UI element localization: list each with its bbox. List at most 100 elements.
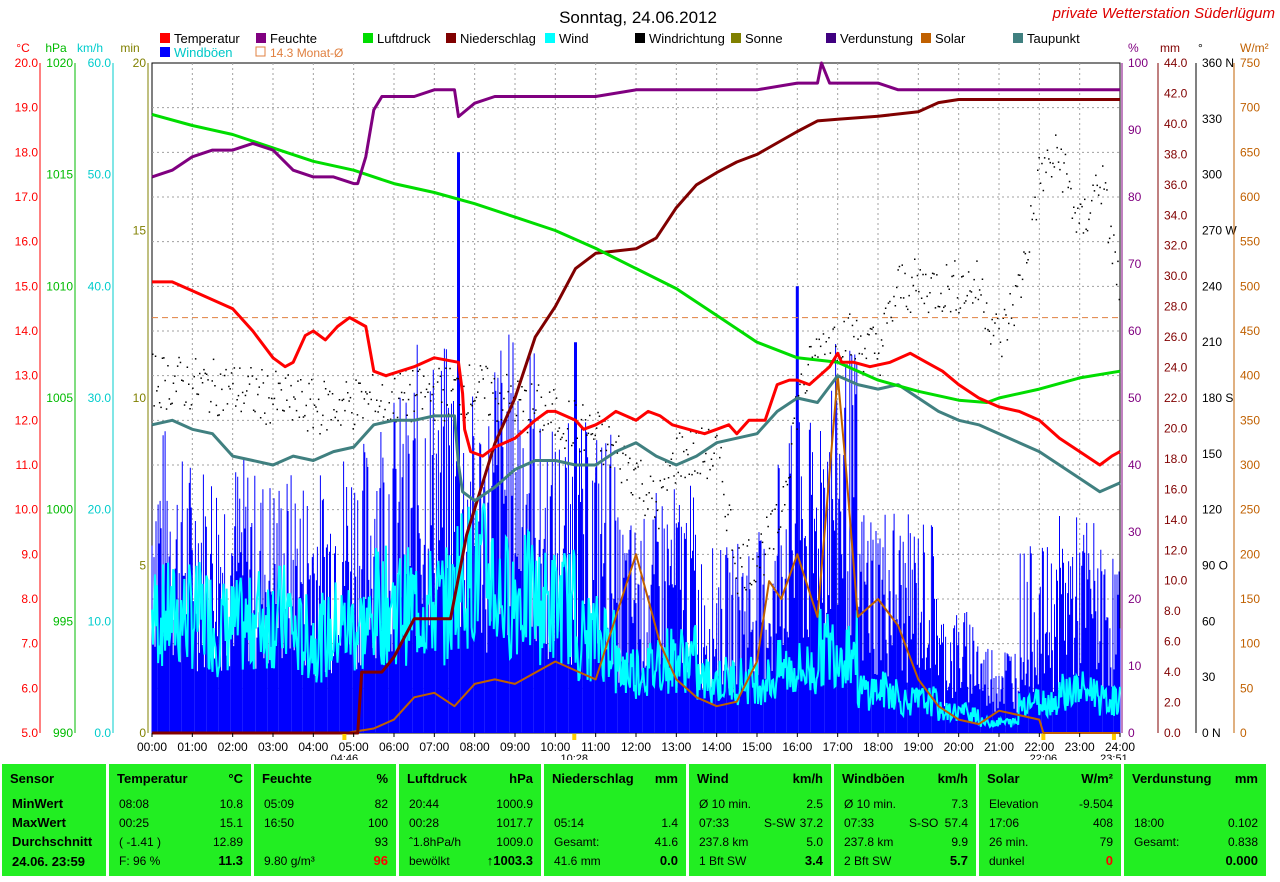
winddir-dot [467, 412, 469, 414]
winddir-dot [900, 297, 902, 299]
winddir-dot [548, 391, 551, 393]
summary-verdunstung: Verdunstung mm 18:00 0.102 Gesamt: 0.838… [1124, 764, 1266, 876]
winddir-dot [1100, 202, 1103, 205]
rain-total-label: Gesamt: [554, 835, 600, 849]
winddir-dot [330, 419, 332, 421]
legend-label: Windrichtung [649, 31, 725, 46]
winddir-dot [772, 548, 775, 550]
winddir-dot [506, 373, 508, 376]
winddir-dot [223, 374, 226, 377]
winddir-dot [251, 375, 254, 377]
winddir-dot [188, 383, 190, 385]
winddir-dot [452, 388, 454, 391]
winddir-dot [1084, 198, 1086, 201]
winddir-dot [731, 549, 733, 551]
winddir-dot [829, 352, 832, 354]
legend-label: Luftdruck [377, 31, 431, 46]
winddir-dot [309, 398, 312, 400]
right-axis-tick: 36.0 [1164, 178, 1188, 192]
winddir-dot [937, 305, 939, 308]
series-feuchte [151, 61, 1120, 186]
winddir-dot [499, 392, 501, 394]
winddir-dot [417, 370, 419, 372]
solar-header: Solar [987, 771, 1020, 786]
winddir-dot [714, 436, 717, 438]
right-axis-tick: 0 N [1202, 726, 1221, 740]
winddir-dot [337, 419, 339, 422]
winddir-dot [857, 338, 859, 340]
winddir-dot [930, 277, 932, 279]
summary-temperatur: Temperatur °C 08:08 10.8 00:25 15.1 ( -1… [109, 764, 251, 876]
winddir-dot [445, 367, 447, 369]
right-axis-tick: 40 [1128, 458, 1142, 472]
winddir-dot [460, 413, 462, 415]
winddir-dot [470, 403, 472, 406]
winddir-dot [882, 345, 884, 347]
legend-swatch [731, 33, 741, 43]
winddir-dot [183, 404, 186, 406]
winddir-dot [518, 399, 520, 401]
winddir-dot [488, 414, 490, 416]
winddir-dot [1099, 186, 1101, 189]
gust-avg-label: Ø 10 min. [844, 797, 897, 811]
solar-current-value: 0 [1105, 853, 1113, 868]
winddir-dot [517, 380, 519, 382]
winddir-dot [179, 361, 182, 364]
winddir-dot [1111, 262, 1114, 265]
gust-beaufort: 2 Bft SW [844, 854, 892, 868]
winddir-dot [706, 477, 708, 480]
legend-swatch [826, 33, 836, 43]
winddir-dot [500, 418, 502, 421]
winddir-dot [983, 311, 985, 313]
winddir-dot [683, 450, 685, 453]
winddir-dot [547, 423, 549, 425]
winddir-dot [833, 326, 836, 329]
winddir-dot [1107, 241, 1110, 244]
winddir-dot [434, 419, 436, 422]
winddir-dot [237, 394, 240, 397]
winddir-dot [236, 399, 238, 401]
winddir-dot [961, 276, 963, 278]
winddir-dot [638, 497, 641, 499]
right-axis-tick: 8.0 [1164, 604, 1181, 618]
winddir-dot [244, 394, 247, 397]
winddir-dot [360, 390, 363, 393]
winddir-dot [158, 402, 161, 404]
left-axis-unit: °C [16, 41, 30, 55]
winddir-dot [951, 275, 953, 278]
winddir-dot [371, 374, 374, 376]
winddir-dot [205, 373, 208, 375]
gust-max-value: 57.4 [944, 816, 968, 830]
winddir-dot [200, 377, 202, 379]
temp-current-humidity: F: 96 % [119, 854, 161, 868]
right-axis-tick: 150 [1202, 447, 1222, 461]
winddir-dot [153, 405, 155, 407]
winddir-dot [457, 378, 460, 380]
winddir-dot [669, 465, 671, 467]
wind-avg-value: 2.5 [806, 797, 823, 811]
winddir-dot [631, 494, 634, 496]
winddir-dot [977, 298, 980, 301]
x-tick-label: 18:00 [863, 740, 893, 754]
winddir-dot [279, 382, 281, 385]
winddir-dot [766, 516, 768, 518]
winddir-dot [283, 410, 285, 412]
winddir-dot [1093, 190, 1096, 192]
left-axis-tick: 5 [139, 559, 146, 573]
left-axis-tick: 15 [133, 224, 147, 238]
winddir-dot [442, 389, 444, 391]
winddir-dot [293, 396, 295, 398]
winddir-dot [743, 586, 746, 589]
winddir-dot [478, 381, 480, 383]
winddir-dot [374, 410, 377, 413]
left-axis-tick: 60.0 [88, 56, 112, 70]
right-axis-tick: 210 [1202, 335, 1222, 349]
left-axis-tick: 0 [139, 726, 146, 740]
press-current-value: ↑1003.3 [486, 853, 533, 868]
legend-label: Sonne [745, 31, 783, 46]
winddir-dot [493, 378, 496, 380]
right-axis-tick: 2.0 [1164, 696, 1181, 710]
winddir-dot [544, 404, 547, 407]
winddir-dot [905, 305, 908, 308]
winddir-dot [580, 418, 583, 421]
